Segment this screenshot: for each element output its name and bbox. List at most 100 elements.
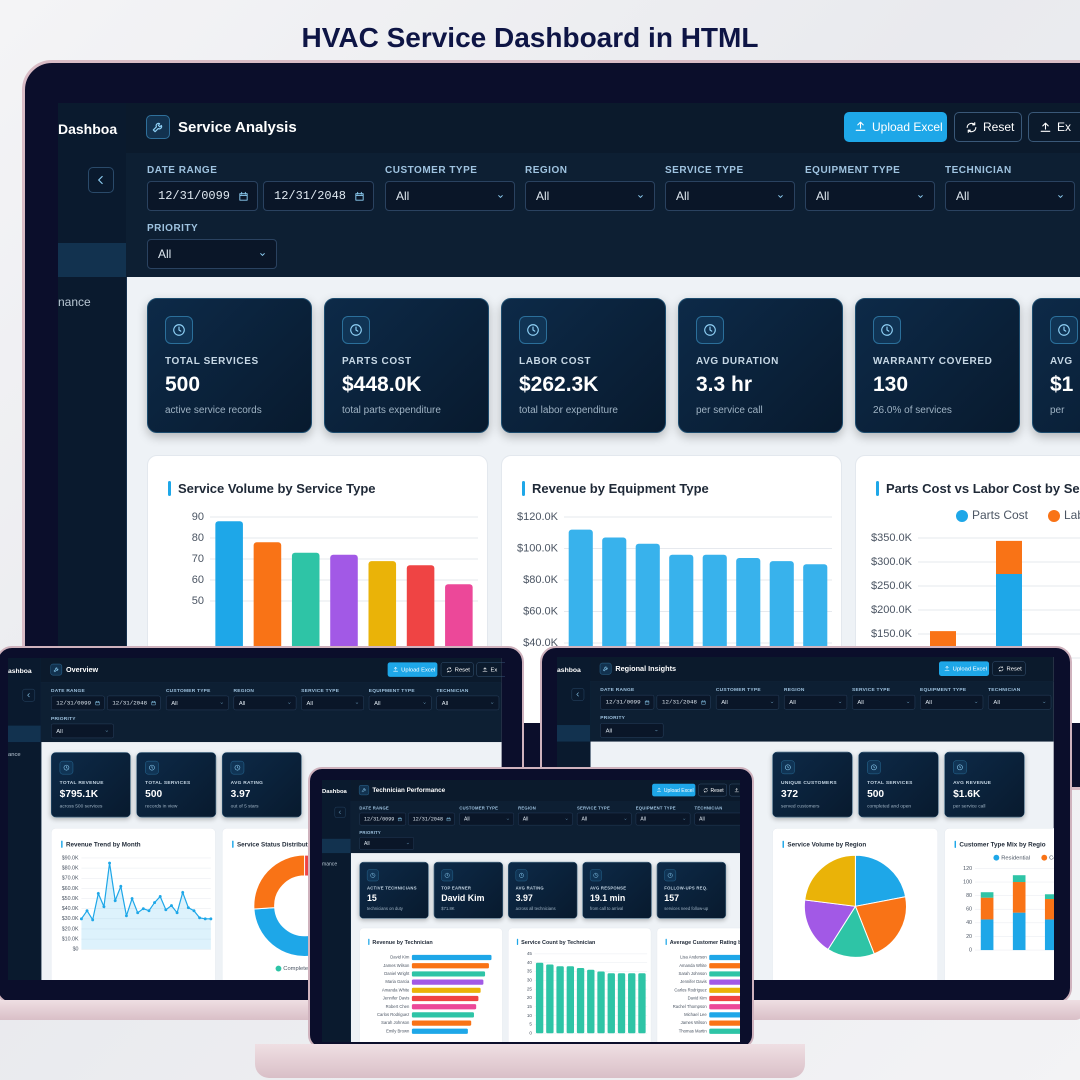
select-value[interactable]: All <box>238 699 246 707</box>
date-input[interactable]: 12/31/0099 <box>600 694 655 710</box>
select[interactable]: All <box>368 695 432 711</box>
select-value[interactable]: All <box>396 189 410 203</box>
select[interactable]: All <box>945 181 1075 211</box>
select[interactable]: All <box>147 239 277 269</box>
date-input-value[interactable]: 12/31/0099 <box>605 698 641 706</box>
header-title: Service Analysis <box>178 119 297 136</box>
button[interactable]: Ex <box>729 783 740 797</box>
button[interactable]: Upload Excel <box>387 662 438 677</box>
select-value[interactable]: All <box>56 727 63 735</box>
filter-label: SERVICE TYPE <box>576 806 610 811</box>
button-label[interactable]: Reset <box>710 787 724 794</box>
select[interactable]: All <box>165 695 229 711</box>
nav-item[interactable]: ance <box>8 750 21 758</box>
button[interactable]: Reset <box>698 783 727 797</box>
date-input-value[interactable]: 12/31/2048 <box>412 816 443 822</box>
select[interactable]: All <box>852 694 916 710</box>
button[interactable]: Reset <box>440 662 474 677</box>
collapse-button[interactable] <box>571 688 585 701</box>
select-value[interactable]: All <box>581 816 588 822</box>
select-value[interactable]: All <box>789 698 796 706</box>
date-input-value[interactable]: 12/31/2048 <box>112 699 148 707</box>
button-label[interactable]: Reset <box>983 120 1015 134</box>
select-value[interactable]: All <box>158 247 172 261</box>
select-value[interactable]: All <box>816 189 830 203</box>
button[interactable]: Ex <box>476 662 505 677</box>
nav-item[interactable]: mance <box>322 860 338 867</box>
select[interactable]: All <box>988 694 1052 710</box>
button[interactable]: Reset <box>954 112 1022 142</box>
date-input-value[interactable]: 12/31/2048 <box>661 698 697 706</box>
select-value[interactable]: All <box>441 699 449 707</box>
select[interactable]: All <box>783 694 848 710</box>
select-value[interactable]: All <box>364 840 370 847</box>
select-value[interactable]: All <box>699 816 705 822</box>
button[interactable]: Ex <box>1028 112 1080 142</box>
select[interactable]: All <box>805 181 935 211</box>
date-input[interactable]: 12/31/2048 <box>107 695 161 711</box>
select[interactable]: All <box>694 812 740 826</box>
select-value[interactable]: All <box>721 698 728 706</box>
select-value[interactable]: All <box>463 816 470 822</box>
date-input[interactable]: 12/31/2048 <box>656 694 711 710</box>
select[interactable]: All <box>233 695 297 711</box>
icon-glyph <box>734 788 739 793</box>
date-input-value[interactable]: 12/31/0099 <box>364 816 395 822</box>
collapse-button[interactable] <box>88 167 114 193</box>
date-input[interactable]: 12/31/0099 <box>147 181 258 211</box>
button-label[interactable]: Ex <box>490 666 498 673</box>
button-label[interactable]: Upload Excel <box>401 666 436 673</box>
select[interactable]: All <box>301 695 364 711</box>
select[interactable]: All <box>576 812 632 826</box>
button[interactable]: Reset <box>992 661 1026 676</box>
button-label[interactable]: Reset <box>454 666 470 673</box>
button[interactable]: Upload Excel <box>938 661 990 676</box>
kpi-value: 372 <box>781 788 799 800</box>
collapse-button[interactable] <box>334 806 346 818</box>
select-value[interactable]: All <box>171 699 178 707</box>
select-value[interactable]: All <box>522 816 529 822</box>
select[interactable]: All <box>525 181 655 211</box>
button[interactable]: Upload Excel <box>652 783 696 797</box>
select[interactable]: All <box>518 812 573 826</box>
date-input-value[interactable]: 12/31/0099 <box>158 189 231 203</box>
icon <box>703 788 708 793</box>
button-label[interactable]: Upload Excel <box>952 665 987 673</box>
select[interactable]: All <box>920 694 984 710</box>
select-value[interactable]: All <box>993 698 1000 706</box>
select[interactable]: All <box>665 181 795 211</box>
select[interactable]: All <box>459 812 514 826</box>
select[interactable]: All <box>600 723 664 738</box>
button-label[interactable]: Reset <box>1006 665 1022 673</box>
collapse-button[interactable] <box>22 688 36 702</box>
select[interactable]: All <box>385 181 515 211</box>
select-value[interactable]: All <box>956 189 970 203</box>
select-value[interactable]: All <box>605 726 613 734</box>
select[interactable]: All <box>715 694 780 710</box>
date-input[interactable]: 12/31/2048 <box>408 812 455 826</box>
bar-segment <box>1044 899 1054 920</box>
point <box>175 911 179 915</box>
select-value[interactable]: All <box>925 698 932 706</box>
select-value[interactable]: All <box>640 816 646 822</box>
select-value[interactable]: All <box>676 189 690 203</box>
select[interactable]: All <box>50 723 114 739</box>
date-input[interactable]: 12/31/0099 <box>359 812 406 826</box>
date-input-value[interactable]: 12/31/0099 <box>56 699 92 707</box>
select-value[interactable]: All <box>536 189 550 203</box>
select[interactable]: All <box>635 812 691 826</box>
date-input[interactable]: 12/31/2048 <box>263 181 374 211</box>
nav-item[interactable]: nance <box>58 295 91 309</box>
select-value[interactable]: All <box>374 699 381 707</box>
select[interactable]: All <box>436 695 500 711</box>
select-value[interactable]: All <box>857 698 864 706</box>
select[interactable]: All <box>359 837 414 850</box>
button[interactable]: Upload Excel <box>844 112 947 142</box>
button-label[interactable]: Ex <box>1057 120 1072 134</box>
date-input[interactable]: 12/31/0099 <box>50 695 105 711</box>
chart-accent <box>61 840 63 848</box>
select-value[interactable]: All <box>306 699 313 707</box>
button-label[interactable]: Upload Excel <box>663 787 694 794</box>
button-label[interactable]: Upload Excel <box>872 120 943 134</box>
date-input-value[interactable]: 12/31/2048 <box>274 189 347 203</box>
